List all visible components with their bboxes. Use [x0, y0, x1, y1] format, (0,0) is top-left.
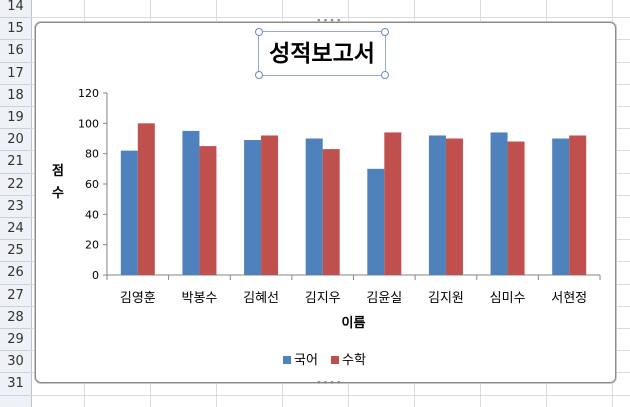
row-header[interactable]: 15 [0, 18, 31, 41]
row-header[interactable]: 24 [0, 218, 31, 241]
resize-handle-bl[interactable] [255, 71, 263, 79]
bar-series-1 [428, 135, 446, 275]
legend-swatch [283, 356, 291, 364]
bar-series-2 [199, 146, 217, 275]
row-header[interactable]: 23 [0, 196, 31, 218]
x-tick-label: 김윤실 [366, 291, 402, 306]
bar-series-2 [507, 141, 525, 275]
bar-series-1 [305, 138, 323, 275]
x-tick-label: 박봉수 [181, 291, 217, 306]
row-headers: 14 15 16 17 18 19 20 21 22 23 24 25 26 27 28 29 30 31 [0, 0, 32, 407]
resize-handle-tl[interactable] [255, 28, 263, 36]
gridline [31, 17, 630, 19]
gridline [31, 394, 630, 396]
row-header[interactable]: 29 [0, 329, 31, 352]
chart-title-box[interactable]: 성적보고서 [255, 28, 389, 79]
row-header[interactable]: 16 [0, 40, 31, 63]
chart-title: 성적보고서 [269, 41, 375, 67]
y-tick-label: 40 [85, 208, 99, 221]
legend-label: 국어 [294, 353, 318, 368]
bar-series-2 [261, 135, 279, 275]
row-header[interactable]: 18 [0, 85, 31, 107]
row-header[interactable]: 26 [0, 262, 31, 285]
resize-handle-br[interactable] [381, 71, 389, 79]
row-header[interactable]: 28 [0, 307, 31, 329]
y-tick-label: 20 [85, 239, 99, 252]
bar-series-1 [244, 140, 262, 275]
x-tick-label: 김지우 [305, 291, 341, 306]
x-tick-label: 서현정 [551, 291, 587, 306]
bar-series-2 [445, 138, 463, 275]
bar-series-1 [367, 168, 385, 275]
row-header[interactable]: 19 [0, 107, 31, 130]
y-tick-label: 0 [92, 269, 99, 282]
bar-series-1 [120, 150, 138, 275]
bar-series-1 [182, 130, 200, 275]
y-tick-label: 100 [78, 117, 99, 130]
resize-handle-tr[interactable] [381, 28, 389, 36]
y-tick-label: 80 [85, 148, 99, 161]
legend-swatch [331, 356, 339, 364]
y-tick-label: 60 [85, 178, 99, 191]
y-tick-label: 120 [78, 87, 99, 100]
bar-series-1 [552, 138, 570, 275]
x-axis-title: 이름 [342, 315, 366, 331]
row-header[interactable]: 27 [0, 285, 31, 307]
bar-series-1 [490, 132, 508, 275]
x-tick-label: 김혜선 [243, 291, 279, 306]
bar-series-2 [569, 135, 587, 275]
row-header[interactable]: 17 [0, 63, 31, 85]
bar-series-2 [384, 132, 402, 275]
row-header[interactable]: 21 [0, 151, 31, 174]
bar-series-2 [137, 123, 155, 275]
row-header[interactable]: 20 [0, 129, 31, 152]
row-header[interactable]: 30 [0, 351, 31, 374]
bar-chart: 0 20 40 60 80 100 120 김영훈 박봉수 김혜선 김지우 김윤실 김지원 심미수 서현정이… [52, 87, 601, 368]
x-tick-label: 김지원 [428, 291, 464, 306]
frame-resize-dots-top[interactable]: ∙∙∙∙ [316, 16, 343, 26]
row-header[interactable]: 31 [0, 373, 31, 396]
bar-series-2 [322, 149, 340, 275]
frame-resize-dots-bottom[interactable]: ∙∙∙∙ [316, 378, 343, 388]
x-tick-label: 심미수 [490, 291, 526, 306]
row-header[interactable]: 22 [0, 174, 31, 196]
x-tick-label: 김영훈 [120, 291, 156, 306]
row-header[interactable]: 14 [0, 0, 31, 19]
legend-label: 수학 [342, 353, 366, 368]
row-header[interactable]: 25 [0, 240, 31, 263]
